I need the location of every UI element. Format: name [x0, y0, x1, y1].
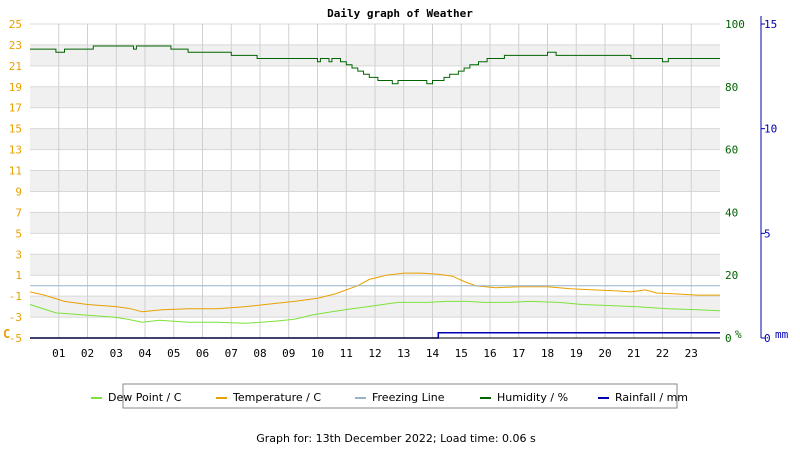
y-left-tick-label: 13: [9, 144, 22, 157]
x-tick-label: 14: [426, 347, 440, 360]
x-tick-label: 15: [455, 347, 468, 360]
chart-title: Daily graph of Weather: [327, 7, 473, 20]
series-layer: [29, 45, 721, 339]
x-tick-label: 17: [512, 347, 525, 360]
y-left-tick-label: 3: [15, 248, 22, 261]
x-tick-label: 11: [340, 347, 353, 360]
y-rainfall-unit: mm: [775, 328, 789, 341]
y-left-tick-label: -5: [9, 332, 22, 345]
x-tick-label: 12: [368, 347, 381, 360]
x-tick-label: 09: [282, 347, 295, 360]
y-humidity-tick-label: 80: [725, 81, 738, 94]
legend-label-dew-point: Dew Point / C: [108, 391, 182, 404]
x-tick-label: 16: [483, 347, 496, 360]
legend-box: [122, 383, 678, 409]
y-left-tick-label: 21: [9, 60, 22, 73]
plot-grid: [30, 23, 720, 339]
x-tick-label: 05: [167, 347, 180, 360]
x-tick-label: 19: [570, 347, 583, 360]
x-tick-label: 21: [627, 347, 640, 360]
legend: Dew Point / C Temperature / C Freezing Lin…: [91, 383, 688, 409]
y-rainfall-tick-label: 10: [764, 123, 777, 136]
x-tick-label: 18: [541, 347, 554, 360]
x-tick-label: 07: [225, 347, 238, 360]
series-line-temperature: [29, 272, 720, 313]
y-left-tick-label: 17: [9, 102, 22, 115]
y-left-tick-label: 11: [9, 165, 22, 178]
x-tick-label: 03: [110, 347, 123, 360]
y-humidity-tick-label: 0: [725, 332, 732, 345]
y-rainfall-tick-label: 15: [764, 18, 777, 31]
y-humidity-tick-label: 20: [725, 269, 738, 282]
axes-layer: 01 02 03 04 05 06 07 08 09 10 11 12 13 14 15 16 17 18 19 20…: [3, 16, 789, 360]
y-humidity-tick-label: 100: [725, 18, 745, 31]
series-line-humidity: [30, 45, 720, 85]
y-left-tick-label: 25: [9, 18, 22, 31]
x-tick-label: 10: [311, 347, 324, 360]
y-left-tick-label: -3: [9, 311, 22, 324]
y-left-tick-label: 15: [9, 123, 22, 136]
x-tick-label: 08: [253, 347, 266, 360]
x-tick-label: 06: [196, 347, 209, 360]
y-left-tick-label: 23: [9, 39, 22, 52]
y-humidity-tick-label: 40: [725, 206, 738, 219]
x-tick-label: 02: [81, 347, 94, 360]
x-tick-label: 23: [685, 347, 698, 360]
y-rainfall-tick-label: 5: [764, 227, 771, 240]
legend-label-humidity: Humidity / %: [497, 391, 568, 404]
y-rainfall-tick-label: 0: [764, 332, 771, 345]
x-tick-label: 20: [598, 347, 611, 360]
legend-label-freezing-line: Freezing Line: [372, 391, 445, 404]
x-tick-label: 13: [397, 347, 410, 360]
y-left-tick-label: 7: [15, 206, 22, 219]
legend-label-rainfall: Rainfall / mm: [615, 391, 688, 404]
y-left-tick-label: 9: [15, 185, 22, 198]
y-left-tick-label: 5: [15, 227, 22, 240]
y-humidity-unit: %: [735, 328, 742, 341]
legend-label-temperature: Temperature / C: [232, 391, 321, 404]
x-tick-label: 04: [138, 347, 152, 360]
y-left-tick-label: 1: [15, 269, 22, 282]
series-line-dew-point: [29, 300, 721, 324]
y-left-tick-label: -1: [9, 290, 22, 303]
x-tick-label: 22: [656, 347, 669, 360]
y-left-tick-label: 19: [9, 81, 22, 94]
y-left-unit: C: [3, 327, 10, 341]
y-humidity-tick-label: 60: [725, 144, 738, 157]
footer-text: Graph for: 13th December 2022; Load time…: [256, 432, 536, 445]
x-tick-label: 01: [52, 347, 65, 360]
